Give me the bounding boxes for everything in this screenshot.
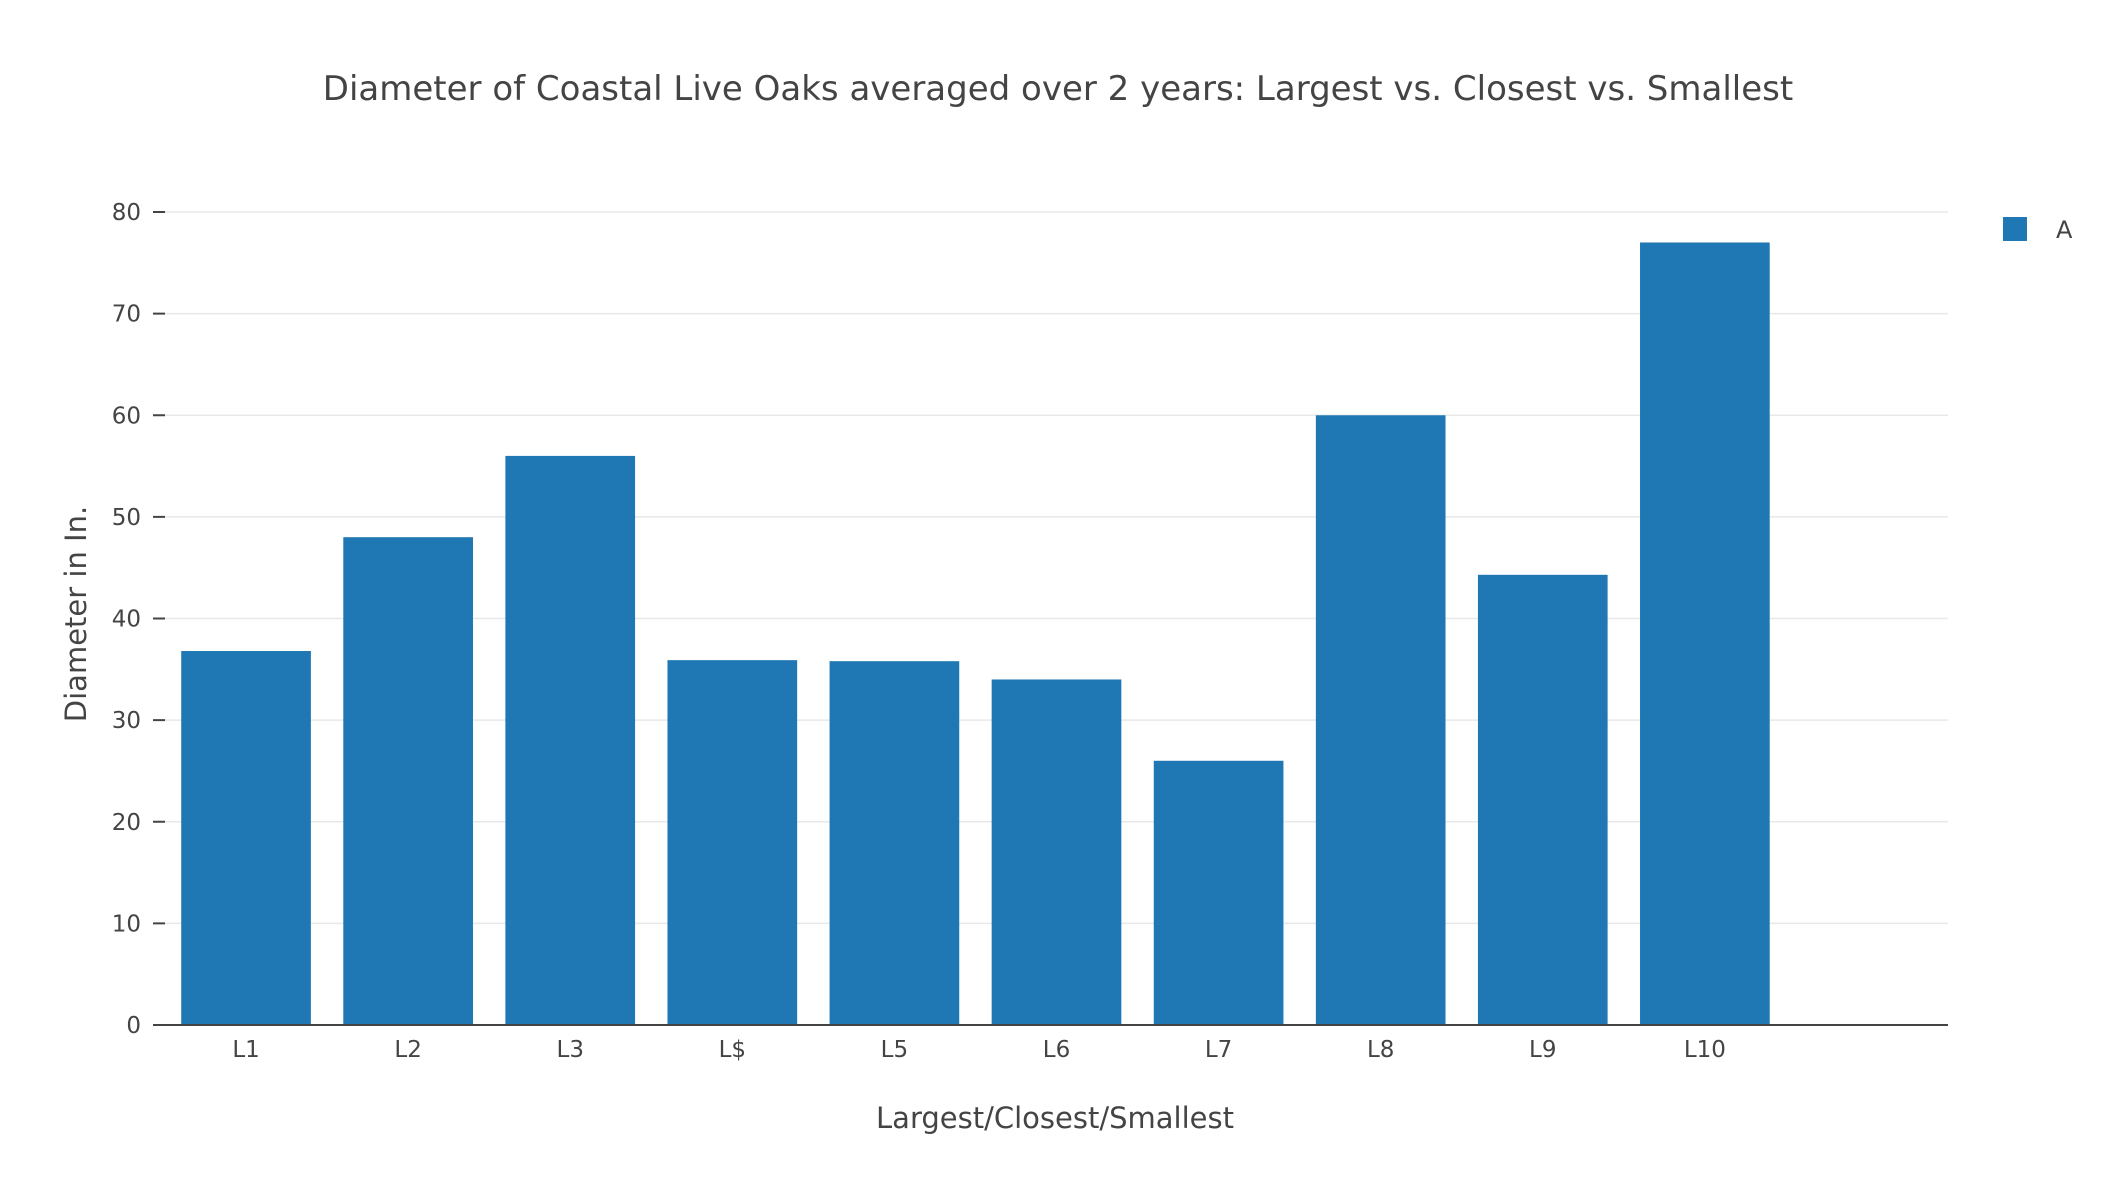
y-tick-label: 30 <box>112 708 141 734</box>
bar-l[interactable] <box>667 660 798 1025</box>
bar-l8[interactable] <box>1315 415 1446 1025</box>
y-tick-label: 50 <box>112 505 141 531</box>
axes <box>153 211 1948 1026</box>
y-tick-label: 10 <box>112 911 141 937</box>
bars <box>181 242 1770 1026</box>
y-tick-label: 80 <box>112 200 141 226</box>
x-tick-label: L10 <box>1684 1037 1726 1063</box>
x-tick-label: L5 <box>881 1037 908 1063</box>
x-tick-label: L1 <box>232 1037 259 1063</box>
x-axis-title: Largest/Closest/Smallest <box>876 1101 1234 1135</box>
chart-title: Diameter of Coastal Live Oaks averaged o… <box>323 69 1793 109</box>
bar-l7[interactable] <box>1153 760 1284 1025</box>
y-tick-label: 60 <box>112 403 141 429</box>
bar-l3[interactable] <box>505 455 636 1025</box>
x-tick-label: L$ <box>719 1037 746 1063</box>
y-tick-label: 70 <box>112 302 141 328</box>
legend-label: A <box>2056 216 2073 244</box>
y-tick-label: 40 <box>112 607 141 633</box>
x-tick-label: L2 <box>394 1037 421 1063</box>
bar-l9[interactable] <box>1477 574 1608 1025</box>
y-tick-labels: 0 10 20 30 40 50 60 70 80 <box>112 200 141 1039</box>
x-tick-labels: L1 L2 L3 L$ L5 L6 L7 L8 L9 L10 <box>232 1037 1726 1063</box>
bar-l5[interactable] <box>829 661 960 1025</box>
legend[interactable]: A <box>2003 216 2073 244</box>
bar-l6[interactable] <box>991 679 1122 1025</box>
x-tick-label: L3 <box>557 1037 584 1063</box>
y-tick-label: 0 <box>126 1013 141 1039</box>
x-tick-label: L9 <box>1529 1037 1556 1063</box>
bar-l10[interactable] <box>1640 242 1770 1026</box>
legend-swatch <box>2003 217 2027 241</box>
x-tick-label: L7 <box>1205 1037 1232 1063</box>
x-tick-label: L6 <box>1043 1037 1070 1063</box>
x-tick-label: L8 <box>1367 1037 1394 1063</box>
bar-l2[interactable] <box>343 537 473 1025</box>
y-axis-title: Diameter in In. <box>59 506 93 722</box>
bar-l1[interactable] <box>181 651 311 1025</box>
y-tick-label: 20 <box>112 810 141 836</box>
